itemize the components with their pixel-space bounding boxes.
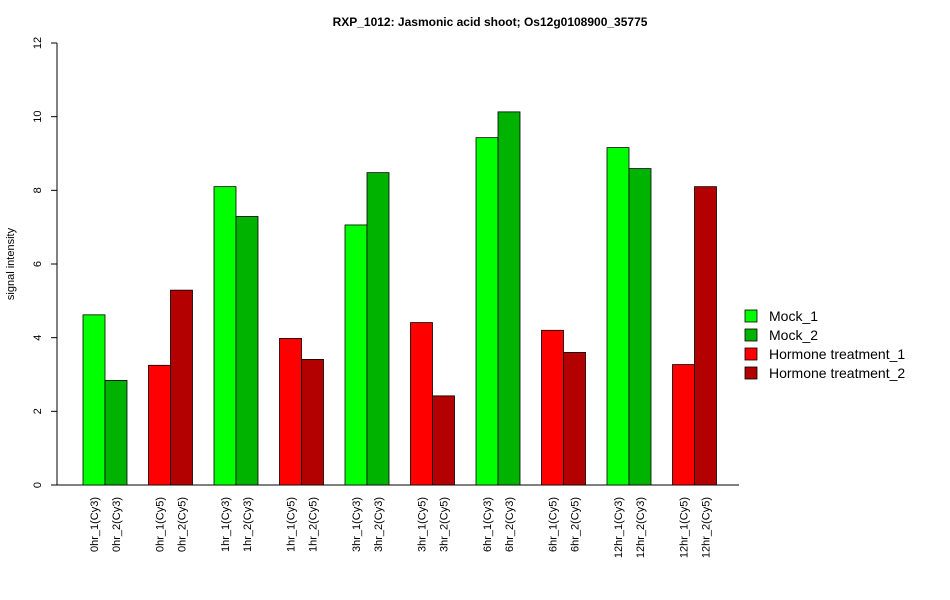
x-tick-label: 6hr_2(Cy3) [504, 497, 516, 552]
x-tick-label: 12hr_2(Cy3) [635, 497, 647, 558]
bar-3hr_2(Cy5) [432, 395, 455, 486]
y-tick-label: 10 [32, 111, 44, 123]
legend-label: Mock_1 [769, 308, 818, 324]
bar-0hr_1(Cy3) [82, 314, 106, 486]
x-tick-label: 1hr_1(Cy5) [286, 497, 298, 552]
x-tick-label: 0hr_1(Cy3) [89, 497, 101, 552]
x-tick-label: 12hr_1(Cy3) [613, 497, 625, 558]
legend-label: Hormone treatment_1 [769, 346, 905, 362]
x-tick-label: 0hr_2(Cy3) [111, 497, 123, 552]
y-axis-label: signal intensity [5, 227, 17, 300]
bars [82, 111, 717, 486]
y-tick-label: 4 [32, 335, 44, 341]
bar-6hr_2(Cy5) [563, 351, 586, 486]
bar-3hr_1(Cy3) [344, 224, 368, 486]
legend-label: Hormone treatment_2 [769, 365, 905, 381]
legend-swatch [744, 347, 758, 361]
chart-title: RXP_1012: Jasmonic acid shoot; Os12g0108… [333, 15, 648, 29]
x-tick-label: 3hr_2(Cy3) [373, 497, 385, 552]
bar-12hr_2(Cy3) [628, 168, 652, 486]
x-tick-label: 3hr_1(Cy5) [417, 497, 429, 552]
bar-0hr_2(Cy5) [170, 289, 193, 486]
x-tick-label: 3hr_1(Cy3) [351, 497, 363, 552]
y-tick-label: 12 [32, 37, 44, 49]
legend-swatch [744, 309, 758, 323]
bar-0hr_1(Cy5) [148, 364, 171, 486]
bar-12hr_1(Cy5) [672, 364, 695, 486]
legend-swatch [744, 366, 758, 380]
legend-label: Mock_2 [769, 327, 818, 343]
x-tick-label: 0hr_1(Cy5) [155, 497, 167, 552]
y-tick-label: 0 [32, 482, 44, 488]
x-tick-label: 6hr_2(Cy5) [570, 497, 582, 552]
x-tick-label: 12hr_1(Cy5) [679, 497, 691, 558]
bar-6hr_1(Cy3) [475, 137, 499, 486]
bar-3hr_1(Cy5) [410, 322, 433, 486]
bar-3hr_2(Cy3) [366, 172, 390, 486]
x-tick-label: 0hr_2(Cy5) [177, 497, 189, 552]
y-axis: 0 2 4 6 8 10 12 [32, 37, 58, 488]
bar-12hr_1(Cy3) [606, 147, 630, 486]
y-tick-label: 8 [32, 187, 44, 193]
bar-0hr_2(Cy3) [104, 379, 128, 486]
x-tick-label: 1hr_1(Cy3) [220, 497, 232, 552]
bar-6hr_1(Cy5) [541, 329, 564, 486]
bar-1hr_2(Cy5) [301, 358, 324, 486]
bar-12hr_2(Cy5) [694, 186, 717, 486]
x-tick-label: 12hr_2(Cy5) [701, 497, 713, 558]
legend: Mock_1 Mock_2 Hormone treatment_1 Hormone t… [744, 308, 905, 381]
legend-swatch [744, 328, 758, 342]
x-tick-label: 6hr_1(Cy5) [548, 497, 560, 552]
bar-1hr_2(Cy3) [235, 216, 259, 486]
y-tick-label: 6 [32, 261, 44, 267]
bar-1hr_1(Cy5) [279, 338, 302, 486]
x-tick-labels: 0hr_1(Cy3) 0hr_2(Cy3) 0hr_1(Cy5) 0hr_2(Cy5)… [89, 497, 713, 558]
x-tick-label: 6hr_1(Cy3) [482, 497, 494, 552]
bar-1hr_1(Cy3) [213, 186, 237, 486]
x-tick-label: 1hr_2(Cy5) [308, 497, 320, 552]
bar-6hr_2(Cy3) [497, 111, 521, 486]
x-tick-label: 3hr_2(Cy5) [439, 497, 451, 552]
x-tick-label: 1hr_2(Cy3) [242, 497, 254, 552]
y-tick-label: 2 [32, 408, 44, 414]
